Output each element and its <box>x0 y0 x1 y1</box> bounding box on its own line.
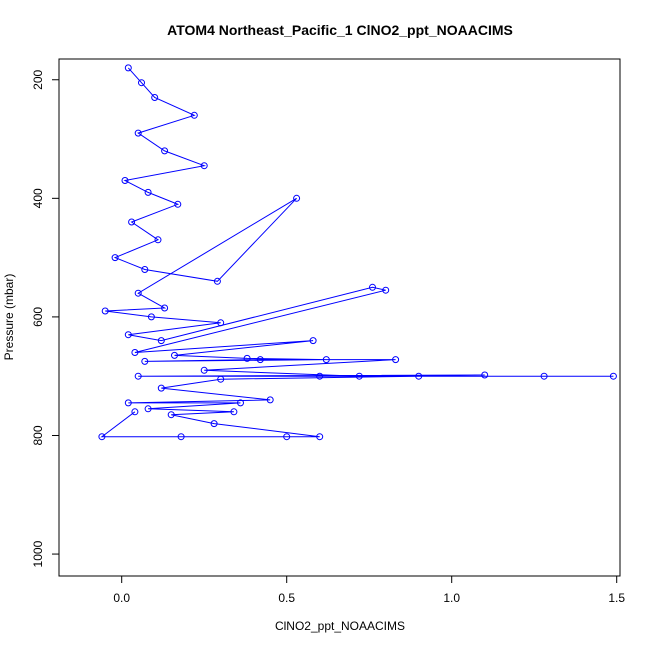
data-point <box>177 433 185 441</box>
data-point <box>382 286 390 294</box>
data-point <box>154 236 162 244</box>
y-axis: 200 400 600 800 1000 <box>31 69 60 567</box>
data-point <box>171 351 178 359</box>
data-point <box>134 289 142 297</box>
x-tick-label: 1.0 <box>443 591 460 605</box>
data-point <box>167 411 175 419</box>
data-point <box>355 372 363 380</box>
x-tick-label: 0.0 <box>113 591 130 605</box>
data-point <box>369 283 376 291</box>
data-point <box>230 408 238 416</box>
data-point <box>124 64 132 72</box>
plot-area <box>98 64 617 441</box>
data-point <box>283 433 291 441</box>
data-point <box>157 337 165 345</box>
data-point <box>144 188 152 196</box>
data-point <box>237 399 244 407</box>
data-point <box>190 111 198 119</box>
data-point <box>147 313 155 321</box>
data-point <box>316 372 324 380</box>
data-point <box>322 356 330 364</box>
data-point <box>131 349 139 356</box>
data-point <box>309 337 317 345</box>
data-point <box>210 420 218 428</box>
data-point <box>213 277 221 285</box>
y-tick-label: 400 <box>31 188 45 208</box>
data-point <box>144 405 152 413</box>
data-point <box>124 399 132 407</box>
chart-title: ATOM4 Northeast_Pacific_1 ClNO2_ppt_NOAA… <box>167 22 513 38</box>
data-point <box>293 194 301 202</box>
data-point <box>101 307 109 315</box>
data-point <box>415 372 423 380</box>
data-point <box>174 200 182 208</box>
y-axis-label: Pressure (mbar) <box>2 274 16 361</box>
data-point <box>134 372 142 380</box>
y-tick-label: 800 <box>31 425 45 445</box>
data-point <box>98 433 106 441</box>
x-tick-label: 1.5 <box>608 591 625 605</box>
data-point <box>151 94 159 101</box>
data-point <box>217 375 225 383</box>
x-axis-label: ClNO2_ppt_NOAACIMS <box>275 619 405 633</box>
x-tick-label: 0.5 <box>278 591 295 605</box>
data-point <box>316 433 324 441</box>
data-point <box>217 319 225 327</box>
data-point <box>111 254 119 262</box>
y-tick-label: 1000 <box>31 540 45 567</box>
y-tick-label: 200 <box>31 69 45 89</box>
data-point <box>124 331 132 339</box>
series-line <box>100 67 614 438</box>
data-point <box>121 177 129 184</box>
data-point <box>128 218 136 226</box>
x-axis: 0.0 0.5 1.0 1.5 <box>113 575 625 605</box>
data-point <box>256 356 264 364</box>
data-point <box>138 79 145 87</box>
data-point <box>161 147 169 155</box>
data-point <box>131 408 139 416</box>
data-point <box>141 266 149 273</box>
data-point <box>157 384 165 392</box>
y-tick-label: 600 <box>31 307 45 327</box>
data-point <box>200 162 208 170</box>
data-point <box>243 354 251 362</box>
data-point <box>134 129 142 137</box>
data-point <box>200 366 208 374</box>
data-point <box>540 372 548 380</box>
data-point <box>392 356 400 364</box>
data-point <box>141 357 149 365</box>
data-point <box>161 304 169 312</box>
data-point <box>481 371 489 379</box>
data-point <box>609 372 617 380</box>
data-point <box>266 396 274 404</box>
